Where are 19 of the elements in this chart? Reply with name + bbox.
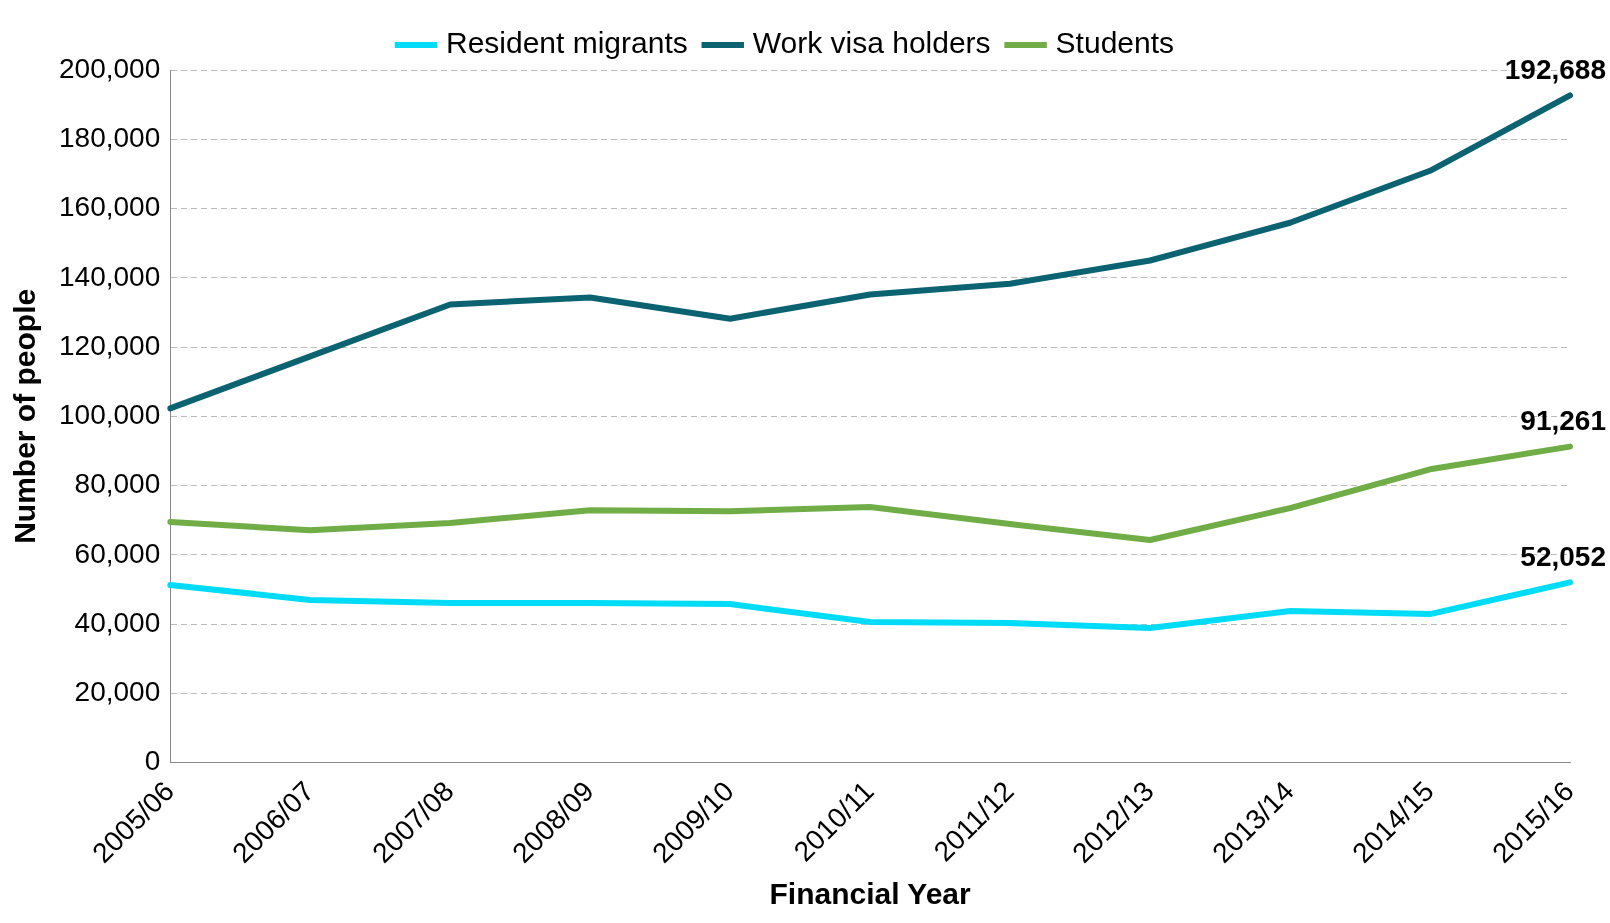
y-tick-label: 160,000 [58, 191, 161, 223]
legend-label: Resident migrants [445, 26, 688, 60]
y-tick-label: 20,000 [74, 676, 161, 708]
y-tick-label: 0 [144, 745, 161, 777]
y-axis-title: Number of people [8, 288, 42, 544]
y-tick-label: 100,000 [58, 399, 161, 431]
legend-label: Students [1055, 26, 1175, 60]
legend-label: Work visa holders [752, 26, 991, 60]
x-axis-title: Financial Year [769, 877, 972, 911]
y-tick-label: 60,000 [74, 537, 161, 569]
data-label: 91,261 [1520, 405, 1606, 437]
y-tick-label: 80,000 [74, 468, 161, 500]
y-tick-label: 180,000 [58, 121, 161, 153]
y-tick-label: 200,000 [58, 52, 161, 84]
data-label: 192,688 [1504, 54, 1606, 86]
y-tick-label: 120,000 [58, 329, 161, 361]
y-tick-label: 40,000 [74, 606, 161, 638]
y-tick-label: 140,000 [58, 260, 161, 292]
data-label: 52,052 [1520, 541, 1606, 573]
